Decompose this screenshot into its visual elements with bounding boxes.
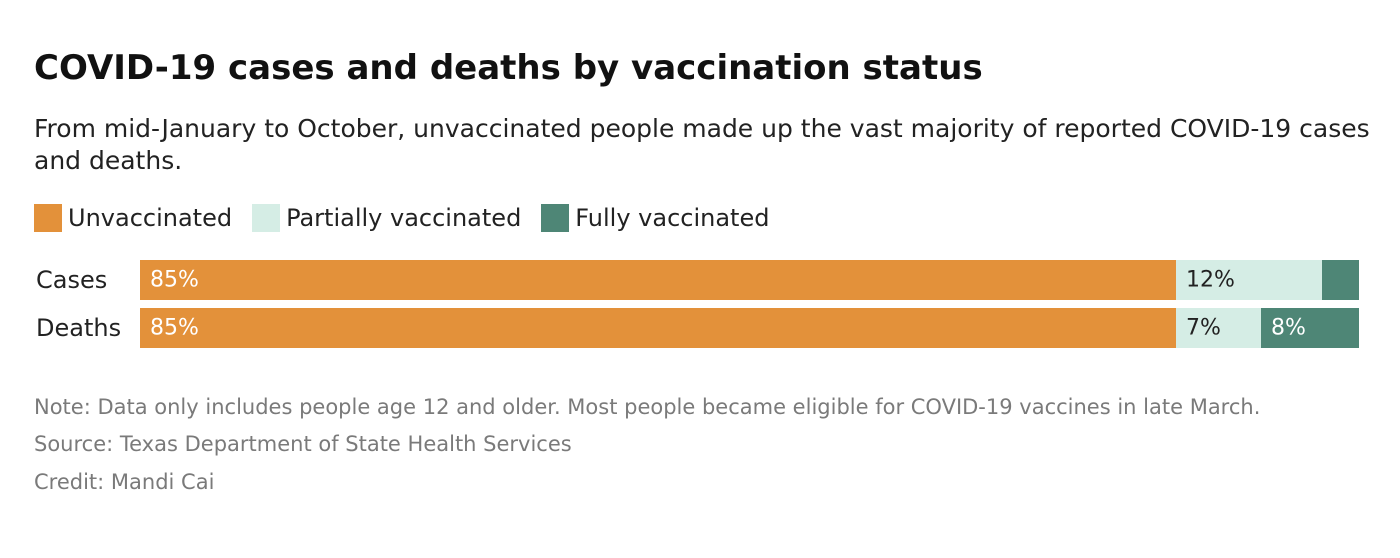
bar-deaths-fully-vaccinated — [1261, 308, 1359, 348]
legend-swatch-unvaccinated — [34, 204, 62, 232]
legend-item-partially-vaccinated: Partially vaccinated — [252, 204, 521, 232]
data-label-cases-unvaccinated: 85% — [150, 268, 199, 293]
chart-legend: Unvaccinated Partially vaccinated Fully … — [34, 202, 789, 234]
legend-item-fully-vaccinated: Fully vaccinated — [541, 204, 769, 232]
data-label-deaths-fully-vaccinated: 8% — [1271, 316, 1306, 341]
bar-deaths-unvaccinated — [140, 308, 1176, 348]
legend-label-unvaccinated: Unvaccinated — [68, 204, 233, 232]
category-label-cases: Cases — [36, 266, 107, 294]
legend-item-unvaccinated: Unvaccinated — [34, 204, 232, 232]
data-label-cases-partially-vaccinated: 12% — [1186, 268, 1235, 293]
data-label-deaths-partially-vaccinated: 7% — [1186, 316, 1221, 341]
stacked-bar-chart: Cases 85% 12% Deaths 85% 7% 8% — [36, 260, 1359, 348]
legend-label-partially-vaccinated: Partially vaccinated — [286, 204, 522, 232]
bar-cases-unvaccinated — [140, 260, 1176, 300]
bar-cases-fully-vaccinated — [1322, 260, 1359, 300]
chart-source: Source: Texas Department of State Health… — [34, 432, 572, 456]
legend-label-fully-vaccinated: Fully vaccinated — [575, 204, 770, 232]
chart-subtitle: From mid-January to October, unvaccinate… — [34, 114, 1370, 175]
data-label-deaths-unvaccinated: 85% — [150, 316, 199, 341]
legend-swatch-fully-vaccinated — [541, 204, 570, 232]
chart-note: Note: Data only includes people age 12 a… — [34, 395, 1261, 419]
category-label-deaths: Deaths — [36, 314, 121, 342]
bar-deaths-partially-vaccinated — [1176, 308, 1261, 348]
chart-credit: Credit: Mandi Cai — [34, 470, 215, 494]
chart-title: COVID-19 cases and deaths by vaccination… — [34, 48, 983, 88]
legend-swatch-partially-vaccinated — [252, 204, 281, 232]
bar-cases-partially-vaccinated — [1176, 260, 1322, 300]
